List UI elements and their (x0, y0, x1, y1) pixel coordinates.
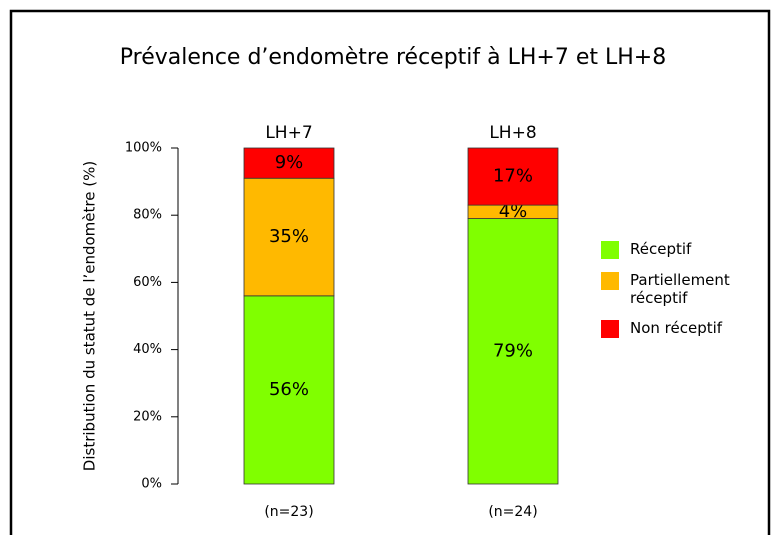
sample-size: (n=23) (264, 504, 313, 520)
chart-title: Prévalence d’endomètre réceptif à LH+7 e… (120, 45, 667, 70)
legend-item: Réceptif (601, 240, 761, 259)
category-label: LH+8 (489, 123, 536, 143)
y-tick-label: 20% (133, 409, 162, 424)
value-label: 9% (275, 152, 304, 173)
legend-label: Non réceptif (630, 319, 723, 337)
value-label: 17% (493, 166, 533, 187)
value-label: 79% (493, 340, 533, 361)
legend: Réceptif Partiellement réceptif Non récept… (601, 240, 761, 350)
y-tick-label: 0% (141, 477, 162, 492)
bar-segment (243, 295, 335, 485)
category-label: LH+7 (265, 123, 312, 143)
legend-swatch (601, 272, 619, 290)
frame (9, 9, 771, 535)
legend-item: Non réceptif (601, 319, 761, 338)
legend-swatch (601, 320, 619, 338)
legend-item: Partiellement réceptif (601, 271, 761, 307)
bar-segment (243, 147, 335, 179)
legend-label: Réceptif (630, 240, 692, 258)
y-tick-label: 60% (133, 275, 162, 290)
y-tick-label: 100% (125, 141, 162, 156)
value-label: 4% (499, 201, 528, 222)
y-axis-label: Distribution du statut de l’endomètre (%… (81, 161, 99, 471)
sample-size: (n=24) (488, 504, 537, 520)
bar-segment (243, 177, 335, 297)
legend-swatch (601, 241, 619, 259)
bar-segment (467, 218, 559, 485)
value-label: 56% (269, 379, 309, 400)
y-tick-label: 80% (133, 208, 162, 223)
value-label: 35% (269, 226, 309, 247)
legend-label: Partiellement réceptif (630, 271, 730, 307)
bar-segment (467, 147, 559, 206)
y-tick-label: 40% (133, 342, 162, 357)
